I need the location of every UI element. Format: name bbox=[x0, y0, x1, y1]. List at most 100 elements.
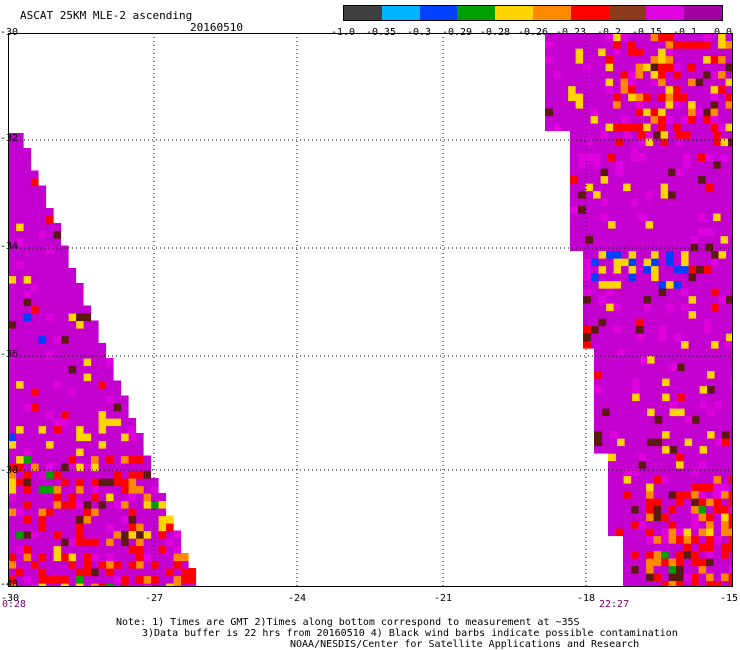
swath-cell-left bbox=[8, 515, 17, 524]
swath-cell-left bbox=[30, 358, 39, 367]
swath-cell-right bbox=[710, 333, 719, 342]
swath-cell-right bbox=[585, 130, 594, 139]
swath-cell-right bbox=[691, 430, 700, 439]
swath-cell-right bbox=[687, 78, 696, 87]
swath-cell-right bbox=[680, 295, 689, 304]
swath-cell-right bbox=[712, 175, 721, 184]
swath-cell-right bbox=[690, 468, 699, 477]
swath-cell-right bbox=[728, 520, 733, 529]
swath-cell-left bbox=[143, 523, 152, 532]
swath-cell-left bbox=[90, 455, 99, 464]
swath-cell-left bbox=[120, 470, 129, 479]
swath-cell-right bbox=[609, 400, 618, 409]
swath-cell-right bbox=[690, 505, 699, 514]
swath-cell-right bbox=[684, 385, 693, 394]
swath-cell-left bbox=[68, 283, 77, 292]
swath-cell-left bbox=[30, 485, 39, 494]
swath-cell-left bbox=[68, 380, 77, 389]
swath-cell-right bbox=[710, 250, 719, 259]
swath-cell-left bbox=[68, 320, 77, 329]
swath-cell-right bbox=[608, 460, 617, 469]
swath-cell-right bbox=[725, 55, 733, 64]
swath-cell-right bbox=[623, 453, 632, 462]
swath-cell-right bbox=[660, 528, 669, 537]
swath-cell-right bbox=[672, 70, 681, 79]
swath-cell-left bbox=[68, 538, 77, 547]
swath-cell-right bbox=[720, 220, 729, 229]
swath-cell-right bbox=[590, 115, 599, 124]
swath-cell-left bbox=[45, 215, 54, 224]
swath-cell-left bbox=[15, 433, 24, 442]
swath-cell-right bbox=[706, 400, 715, 409]
swath-cell-left bbox=[150, 523, 159, 532]
swath-cell-left bbox=[150, 575, 159, 584]
swath-cell-right bbox=[635, 100, 644, 109]
swath-cell-right bbox=[684, 408, 693, 417]
swath-cell-left bbox=[23, 553, 32, 562]
swath-cell-left bbox=[30, 418, 39, 427]
swath-cell-right bbox=[616, 423, 625, 432]
swath-cell-right bbox=[605, 273, 614, 282]
swath-cell-right bbox=[645, 190, 654, 199]
swath-cell-right bbox=[705, 145, 714, 154]
swath-cell-left bbox=[120, 440, 129, 449]
swath-cell-left bbox=[90, 523, 99, 532]
swath-cell-left bbox=[120, 485, 129, 494]
swath-cell-right bbox=[705, 513, 714, 522]
swath-cell-right bbox=[705, 573, 714, 582]
swath-plot bbox=[8, 33, 733, 587]
swath-cell-left bbox=[8, 583, 17, 587]
swath-cell-right bbox=[680, 258, 689, 267]
swath-cell-right bbox=[642, 93, 651, 102]
swath-cell-left bbox=[38, 320, 47, 329]
swath-cell-right bbox=[675, 528, 684, 537]
swath-cell-right bbox=[721, 430, 730, 439]
swath-cell-left bbox=[23, 380, 32, 389]
swath-cell-left bbox=[128, 553, 137, 562]
swath-cell-left bbox=[53, 305, 62, 314]
swath-cell-right bbox=[657, 85, 666, 94]
swath-cell-right bbox=[702, 123, 711, 132]
swath-cell-left bbox=[8, 193, 17, 202]
swath-cell-right bbox=[660, 205, 669, 214]
swath-cell-left bbox=[68, 373, 77, 382]
swath-cell-left bbox=[128, 500, 137, 509]
swath-cell-right bbox=[590, 325, 599, 334]
swath-cell-left bbox=[60, 575, 69, 584]
swath-cell-left bbox=[120, 568, 129, 577]
swath-cell-right bbox=[718, 333, 727, 342]
swath-cell-right bbox=[608, 520, 617, 529]
swath-cell-left bbox=[105, 470, 114, 479]
swath-cell-right bbox=[583, 310, 592, 319]
swath-cell-left bbox=[188, 568, 197, 577]
swath-cell-right bbox=[620, 63, 629, 72]
swath-cell-right bbox=[616, 355, 625, 364]
swath-cell-right bbox=[650, 340, 659, 349]
swath-cell-left bbox=[45, 448, 54, 457]
swath-cell-right bbox=[646, 393, 655, 402]
swath-cell-right bbox=[622, 160, 631, 169]
swath-cell-left bbox=[128, 485, 137, 494]
swath-cell-left bbox=[105, 508, 114, 517]
swath-cell-right bbox=[582, 123, 591, 132]
swath-cell-right bbox=[620, 55, 629, 64]
swath-cell-left bbox=[90, 500, 99, 509]
swath-cell-right bbox=[567, 108, 576, 117]
swath-cell-right bbox=[570, 153, 579, 162]
swath-cell-left bbox=[75, 553, 84, 562]
swath-cell-left bbox=[53, 283, 62, 292]
swath-cell-right bbox=[688, 280, 697, 289]
swath-cell-right bbox=[658, 273, 667, 282]
swath-cell-right bbox=[628, 273, 637, 282]
swath-cell-left bbox=[45, 440, 54, 449]
swath-cell-left bbox=[90, 568, 99, 577]
swath-cell-left bbox=[98, 380, 107, 389]
swath-cell-left bbox=[68, 275, 77, 284]
swath-cell-right bbox=[609, 438, 618, 447]
swath-cell-left bbox=[113, 508, 122, 517]
swath-cell-right bbox=[627, 55, 636, 64]
swath-cell-right bbox=[665, 100, 674, 109]
swath-cell-left bbox=[8, 320, 17, 329]
swath-cell-right bbox=[699, 370, 708, 379]
swath-cell-left bbox=[30, 425, 39, 434]
